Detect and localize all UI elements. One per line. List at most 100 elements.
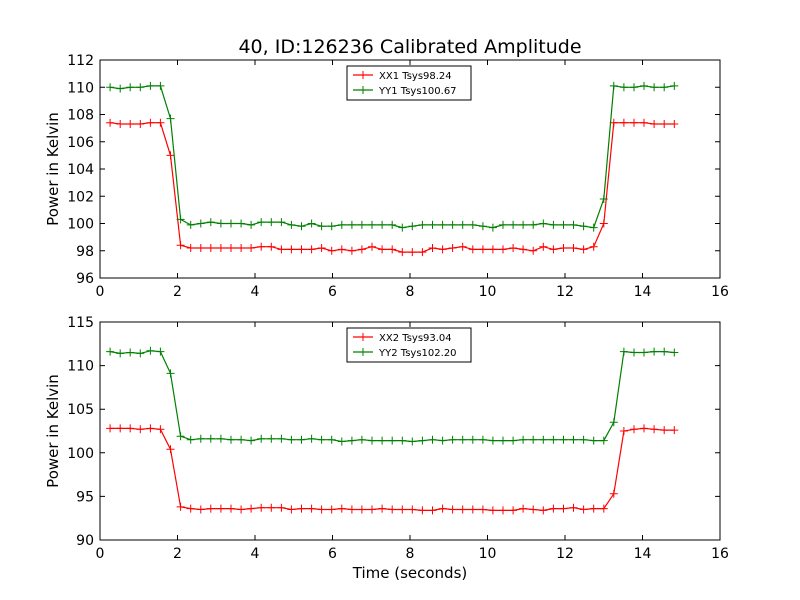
data-point [186, 504, 195, 513]
data-point [186, 244, 195, 252]
data-point [539, 506, 548, 515]
legend: XX1 Tsys98.24 YY1 Tsys100.67 [346, 65, 472, 101]
y-tick-label: 102 [67, 189, 94, 205]
x-tick-label: 0 [96, 546, 105, 562]
data-point [347, 436, 356, 445]
data-point [388, 220, 397, 229]
y-tick-label: 106 [67, 135, 94, 151]
data-point [368, 242, 376, 251]
data-point [640, 118, 648, 127]
data-point [166, 369, 175, 378]
legend-label: YY1 Tsys100.67 [378, 86, 457, 97]
data-point [619, 83, 628, 92]
data-point [126, 83, 135, 92]
data-point [660, 347, 669, 356]
data-point [418, 436, 427, 445]
data-point [196, 219, 205, 228]
data-point [237, 244, 246, 252]
data-point [478, 435, 487, 444]
x-tick-label: 8 [406, 284, 415, 300]
data-point [247, 436, 256, 445]
data-point [519, 220, 528, 229]
y-tick-label: 98 [76, 244, 94, 260]
data-point [650, 120, 659, 128]
x-tick-label: 14 [634, 284, 652, 300]
data-point [478, 505, 487, 514]
data-point [559, 504, 568, 513]
data-point [468, 505, 477, 514]
data-point [589, 242, 598, 251]
x-tick-label: 12 [556, 284, 574, 300]
data-point [327, 246, 336, 255]
data-point [448, 505, 457, 514]
data-point [640, 81, 648, 90]
data-point [589, 504, 598, 513]
data-point [569, 503, 578, 512]
data-point [619, 118, 628, 127]
data-point [448, 244, 457, 252]
data-point [529, 505, 538, 514]
data-point [267, 503, 276, 512]
data-point [609, 489, 618, 498]
data-point [609, 418, 618, 427]
x-tick-label: 6 [328, 284, 337, 300]
x-tick-label: 6 [328, 546, 337, 562]
data-point [509, 506, 518, 515]
data-point [529, 220, 538, 229]
data-point [237, 435, 246, 444]
data-point [206, 218, 215, 227]
data-point [609, 81, 618, 90]
chart-title: 40, ID:126236 Calibrated Amplitude [238, 36, 581, 58]
data-point [106, 118, 115, 127]
data-point [156, 347, 165, 356]
data-point [106, 424, 115, 433]
data-point [257, 218, 266, 227]
data-point [378, 220, 387, 229]
data-point [347, 505, 356, 514]
data-point [529, 246, 538, 255]
data-point [619, 427, 628, 435]
data-point [267, 242, 276, 251]
data-point [438, 245, 447, 254]
data-point [307, 504, 316, 513]
data-point [458, 505, 467, 514]
x-tick-label: 16 [711, 284, 729, 300]
data-point [589, 223, 598, 232]
data-point [136, 349, 145, 358]
y-tick-label: 100 [67, 217, 94, 233]
data-point [216, 244, 225, 252]
data-point [126, 424, 135, 433]
data-point [438, 220, 447, 229]
data-point [337, 437, 346, 446]
data-point [337, 220, 346, 229]
data-point [257, 503, 266, 512]
data-point [196, 244, 205, 252]
data-point [378, 436, 387, 445]
data-point [156, 81, 165, 90]
data-point [368, 220, 376, 229]
data-point [660, 426, 669, 435]
data-point [206, 434, 215, 443]
data-point [277, 218, 286, 227]
data-point [458, 242, 467, 251]
data-point [297, 245, 306, 254]
data-point [146, 346, 155, 355]
data-point [247, 504, 256, 513]
data-point [579, 222, 588, 231]
data-point [247, 220, 256, 229]
data-point [186, 435, 195, 444]
data-point [357, 435, 366, 444]
data-point [176, 215, 185, 224]
data-point [670, 81, 679, 90]
data-point [599, 219, 608, 228]
data-point [519, 435, 528, 444]
data-point [307, 245, 316, 254]
data-point [559, 220, 568, 229]
data-point [660, 120, 669, 128]
data-point [438, 436, 447, 445]
data-point [156, 425, 165, 434]
data-point [287, 245, 296, 254]
series-xx-group [106, 424, 679, 515]
data-point [549, 504, 558, 513]
series-line [110, 85, 675, 229]
